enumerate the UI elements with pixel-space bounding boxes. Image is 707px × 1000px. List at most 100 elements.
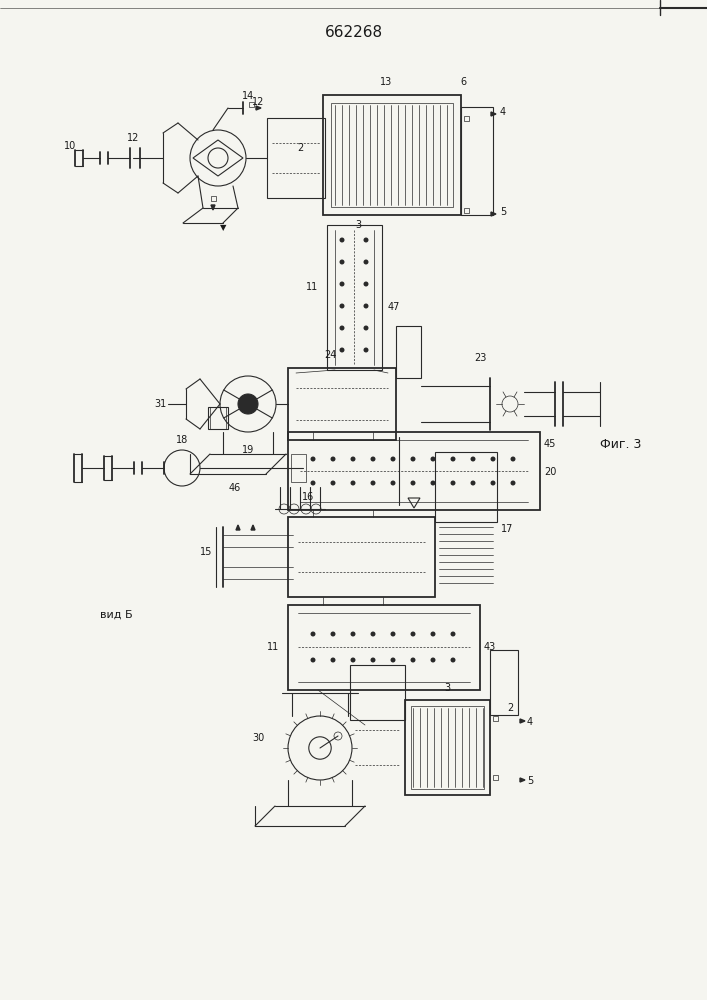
Bar <box>461 107 493 215</box>
Text: 2: 2 <box>507 703 513 713</box>
Circle shape <box>339 237 344 242</box>
Circle shape <box>339 282 344 286</box>
Bar <box>248 102 254 106</box>
Circle shape <box>330 632 336 637</box>
Circle shape <box>363 259 368 264</box>
Circle shape <box>363 326 368 330</box>
Text: 5: 5 <box>500 207 506 217</box>
Circle shape <box>390 481 395 486</box>
Circle shape <box>351 456 356 462</box>
Bar <box>350 665 405 720</box>
Circle shape <box>330 658 336 662</box>
Circle shape <box>339 304 344 308</box>
Text: 23: 23 <box>474 353 486 363</box>
Polygon shape <box>251 525 255 530</box>
Circle shape <box>363 282 368 286</box>
Circle shape <box>390 456 395 462</box>
Bar <box>267 118 325 198</box>
Text: вид Б: вид Б <box>100 610 133 620</box>
Text: 12: 12 <box>127 133 139 143</box>
Circle shape <box>431 658 436 662</box>
Bar <box>405 700 490 795</box>
Circle shape <box>450 658 455 662</box>
Circle shape <box>390 632 395 637</box>
Text: 4: 4 <box>527 717 533 727</box>
Circle shape <box>339 259 344 264</box>
Circle shape <box>491 456 496 462</box>
Circle shape <box>370 456 375 462</box>
Circle shape <box>470 456 476 462</box>
Circle shape <box>411 456 416 462</box>
Text: 20: 20 <box>544 467 556 477</box>
Circle shape <box>411 481 416 486</box>
Bar <box>411 706 484 789</box>
Polygon shape <box>256 106 261 110</box>
Text: 16: 16 <box>302 492 314 502</box>
Circle shape <box>310 658 315 662</box>
Bar <box>396 326 421 378</box>
Bar <box>493 716 498 720</box>
Polygon shape <box>236 525 240 530</box>
Circle shape <box>450 632 455 637</box>
Circle shape <box>370 481 375 486</box>
Bar <box>210 407 226 429</box>
Text: ▼: ▼ <box>220 224 226 232</box>
Circle shape <box>310 481 315 486</box>
Text: 12: 12 <box>252 97 264 107</box>
Circle shape <box>491 481 496 486</box>
Circle shape <box>411 632 416 637</box>
Text: 31: 31 <box>154 399 166 409</box>
Bar <box>288 368 396 440</box>
Bar <box>288 605 480 690</box>
Bar <box>208 407 228 429</box>
Bar <box>288 432 540 510</box>
Text: 3: 3 <box>444 683 450 693</box>
Circle shape <box>363 304 368 308</box>
Circle shape <box>330 481 336 486</box>
Text: 14: 14 <box>242 91 254 101</box>
Text: 45: 45 <box>544 439 556 449</box>
Text: 11: 11 <box>267 642 279 652</box>
Text: 46: 46 <box>229 483 241 493</box>
Polygon shape <box>491 212 496 216</box>
Bar <box>291 454 306 482</box>
Bar <box>464 208 469 213</box>
Circle shape <box>470 481 476 486</box>
Polygon shape <box>520 719 525 723</box>
Text: 3: 3 <box>355 220 361 230</box>
Bar <box>323 95 461 215</box>
Text: 662268: 662268 <box>325 25 382 40</box>
Circle shape <box>238 394 258 414</box>
Bar <box>327 225 382 370</box>
Text: 5: 5 <box>527 776 533 786</box>
Text: 43: 43 <box>484 642 496 652</box>
Circle shape <box>363 348 368 353</box>
Text: 2: 2 <box>297 143 303 153</box>
Circle shape <box>339 348 344 353</box>
Polygon shape <box>211 205 215 210</box>
Circle shape <box>510 456 515 462</box>
Circle shape <box>370 658 375 662</box>
Text: 30: 30 <box>252 733 264 743</box>
Bar <box>331 103 453 207</box>
Text: 19: 19 <box>242 445 254 455</box>
Circle shape <box>351 658 356 662</box>
Bar <box>464 115 469 120</box>
Circle shape <box>363 237 368 242</box>
Circle shape <box>310 632 315 637</box>
Circle shape <box>339 326 344 330</box>
Polygon shape <box>520 778 525 782</box>
Circle shape <box>450 456 455 462</box>
Circle shape <box>390 658 395 662</box>
Circle shape <box>450 481 455 486</box>
Text: 15: 15 <box>200 547 212 557</box>
Text: 6: 6 <box>460 77 466 87</box>
Text: 10: 10 <box>64 141 76 151</box>
Text: 4: 4 <box>500 107 506 117</box>
Text: 13: 13 <box>380 77 392 87</box>
Circle shape <box>411 658 416 662</box>
Text: 18: 18 <box>176 435 188 445</box>
Circle shape <box>510 481 515 486</box>
Circle shape <box>431 481 436 486</box>
Circle shape <box>370 632 375 637</box>
